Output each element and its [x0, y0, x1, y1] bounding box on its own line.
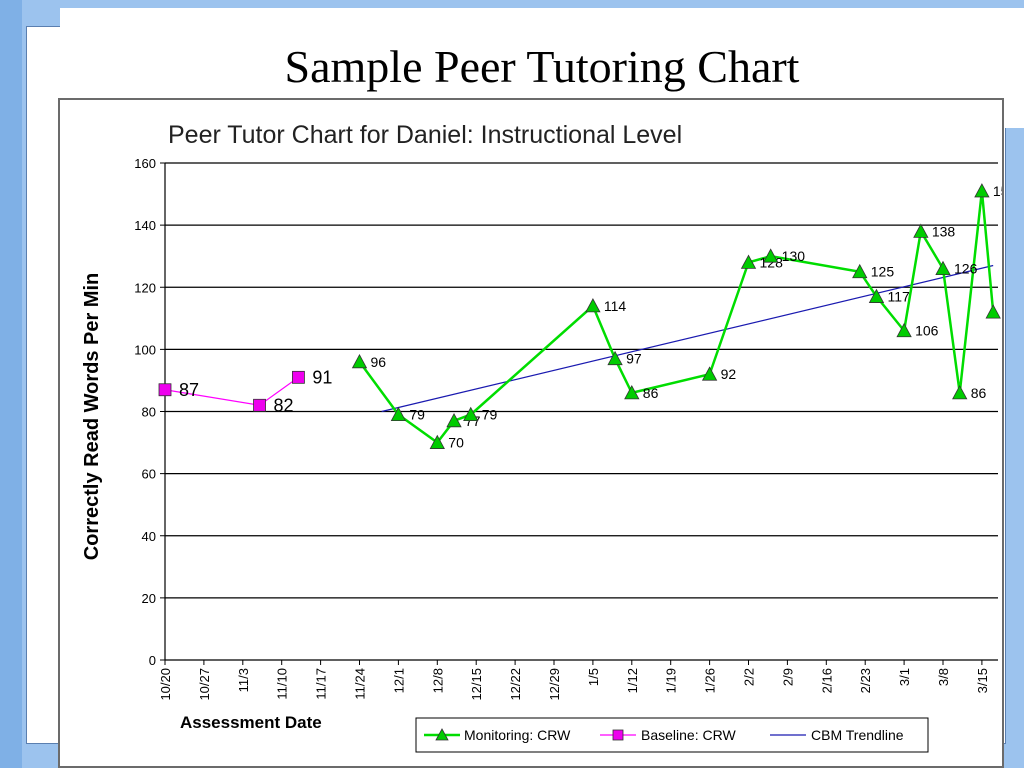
- monitoring-data-label: 117: [887, 289, 910, 305]
- y-tick-label: 20: [142, 591, 156, 606]
- x-tick-label: 12/15: [469, 668, 484, 701]
- legend: Monitoring: CRW Baseline: CRW CBM Trendlin…: [415, 717, 929, 753]
- y-tick-label: 40: [142, 529, 156, 544]
- monitoring-marker: [913, 223, 929, 238]
- monitoring-data-label: 70: [448, 435, 464, 451]
- x-tick-label: 3/15: [975, 668, 990, 693]
- slide-title: Sample Peer Tutoring Chart: [284, 41, 800, 92]
- monitoring-marker: [351, 353, 368, 369]
- monitoring-data-label: 106: [915, 323, 939, 339]
- y-tick-label: 0: [149, 653, 156, 668]
- monitoring-marker: [952, 385, 968, 400]
- x-axis-title: Assessment Date: [180, 713, 322, 732]
- monitoring-line: [358, 190, 995, 445]
- chart: Peer Tutor Chart for Daniel: Instruction…: [81, 121, 1002, 753]
- x-tick-label: 3/8: [936, 668, 951, 686]
- x-tick-label: 1/5: [586, 668, 601, 686]
- baseline-data-label: 91: [312, 367, 332, 387]
- legend-monitoring-label: Monitoring: CRW: [464, 727, 571, 743]
- x-tick-label: 11/24: [353, 668, 368, 700]
- monitoring-marker: [852, 263, 868, 279]
- monitoring-marker: [740, 254, 757, 269]
- trendline: [381, 264, 994, 413]
- x-tick-label: 1/12: [625, 668, 640, 693]
- monitoring-marker: [607, 350, 623, 366]
- x-tick-label: 11/17: [314, 668, 329, 700]
- monitoring-marker: [935, 260, 951, 276]
- monitoring-data-label: 92: [721, 366, 737, 382]
- x-tick-label: 2/16: [819, 668, 834, 693]
- y-tick-label: 60: [142, 467, 156, 482]
- monitoring-data-label: 96: [371, 354, 387, 370]
- monitoring-marker: [429, 434, 445, 449]
- chart-title: Peer Tutor Chart for Daniel: Instruction…: [168, 121, 682, 149]
- monitoring-data-label: 138: [932, 223, 956, 239]
- baseline-data-label: 82: [274, 395, 294, 415]
- monitoring-data-label: 79: [409, 407, 425, 423]
- x-tick-label: 2/2: [742, 668, 757, 686]
- legend-box: [415, 717, 929, 753]
- monitoring-marker: [390, 406, 407, 422]
- x-tick-label: 3/1: [897, 668, 912, 686]
- monitoring-data-label: 130: [782, 248, 806, 264]
- legend-monitoring-marker: [435, 728, 449, 741]
- x-tick-label: 2/23: [858, 668, 873, 693]
- x-tick-label: 12/1: [391, 668, 406, 693]
- x-tick-label: 11/3: [236, 668, 251, 692]
- monitoring-data-label: 86: [971, 385, 987, 401]
- monitoring-marker: [974, 183, 990, 198]
- legend-trend-label: CBM Trendline: [811, 727, 904, 743]
- legend-baseline-marker: [612, 729, 624, 741]
- y-tick-label: 160: [134, 156, 156, 171]
- y-tick-label: 100: [134, 342, 156, 357]
- monitoring-marker: [868, 288, 885, 303]
- slide-side-bar: [0, 0, 22, 768]
- x-tick-label: 2/9: [780, 668, 795, 686]
- x-tick-label: 10/20: [158, 668, 173, 701]
- monitoring-data-label: 86: [643, 385, 659, 401]
- legend-baseline-label: Baseline: CRW: [641, 727, 736, 743]
- baseline-marker: [253, 398, 266, 412]
- monitoring-data-label: 151: [993, 183, 1002, 199]
- chart-frame: Peer Tutor Chart for Daniel: Instruction…: [58, 98, 1004, 768]
- x-tick-label: 1/26: [703, 668, 718, 693]
- monitoring-data-label: 125: [871, 264, 895, 280]
- x-tick-label: 1/19: [664, 668, 679, 693]
- y-tick-label: 120: [134, 280, 156, 295]
- baseline-data-label: 87: [179, 380, 199, 400]
- monitoring-marker: [701, 366, 718, 381]
- monitoring-data-label: 114: [604, 298, 627, 314]
- monitoring-marker: [896, 322, 912, 338]
- monitoring-marker: [763, 248, 779, 263]
- monitoring-data-label: 97: [626, 351, 642, 367]
- baseline-marker: [158, 383, 172, 397]
- y-tick-label: 80: [142, 405, 156, 420]
- monitoring-data-label: 79: [482, 407, 498, 423]
- x-tick-label: 12/8: [430, 668, 445, 693]
- monitoring-marker: [624, 385, 640, 400]
- baseline-marker: [292, 370, 305, 384]
- y-axis-title: Correctly Read Words Per Min: [81, 273, 103, 560]
- y-tick-label: 140: [134, 218, 156, 233]
- x-tick-label: 10/27: [197, 668, 212, 701]
- x-tick-label: 12/22: [508, 668, 523, 701]
- monitoring-data-label: 126: [954, 261, 978, 277]
- monitoring-marker: [446, 412, 462, 428]
- x-tick-label: 11/10: [275, 668, 290, 700]
- x-tick-label: 12/29: [547, 668, 562, 701]
- monitoring-marker: [463, 406, 479, 422]
- monitoring-marker: [985, 304, 1001, 319]
- monitoring-marker: [585, 298, 601, 313]
